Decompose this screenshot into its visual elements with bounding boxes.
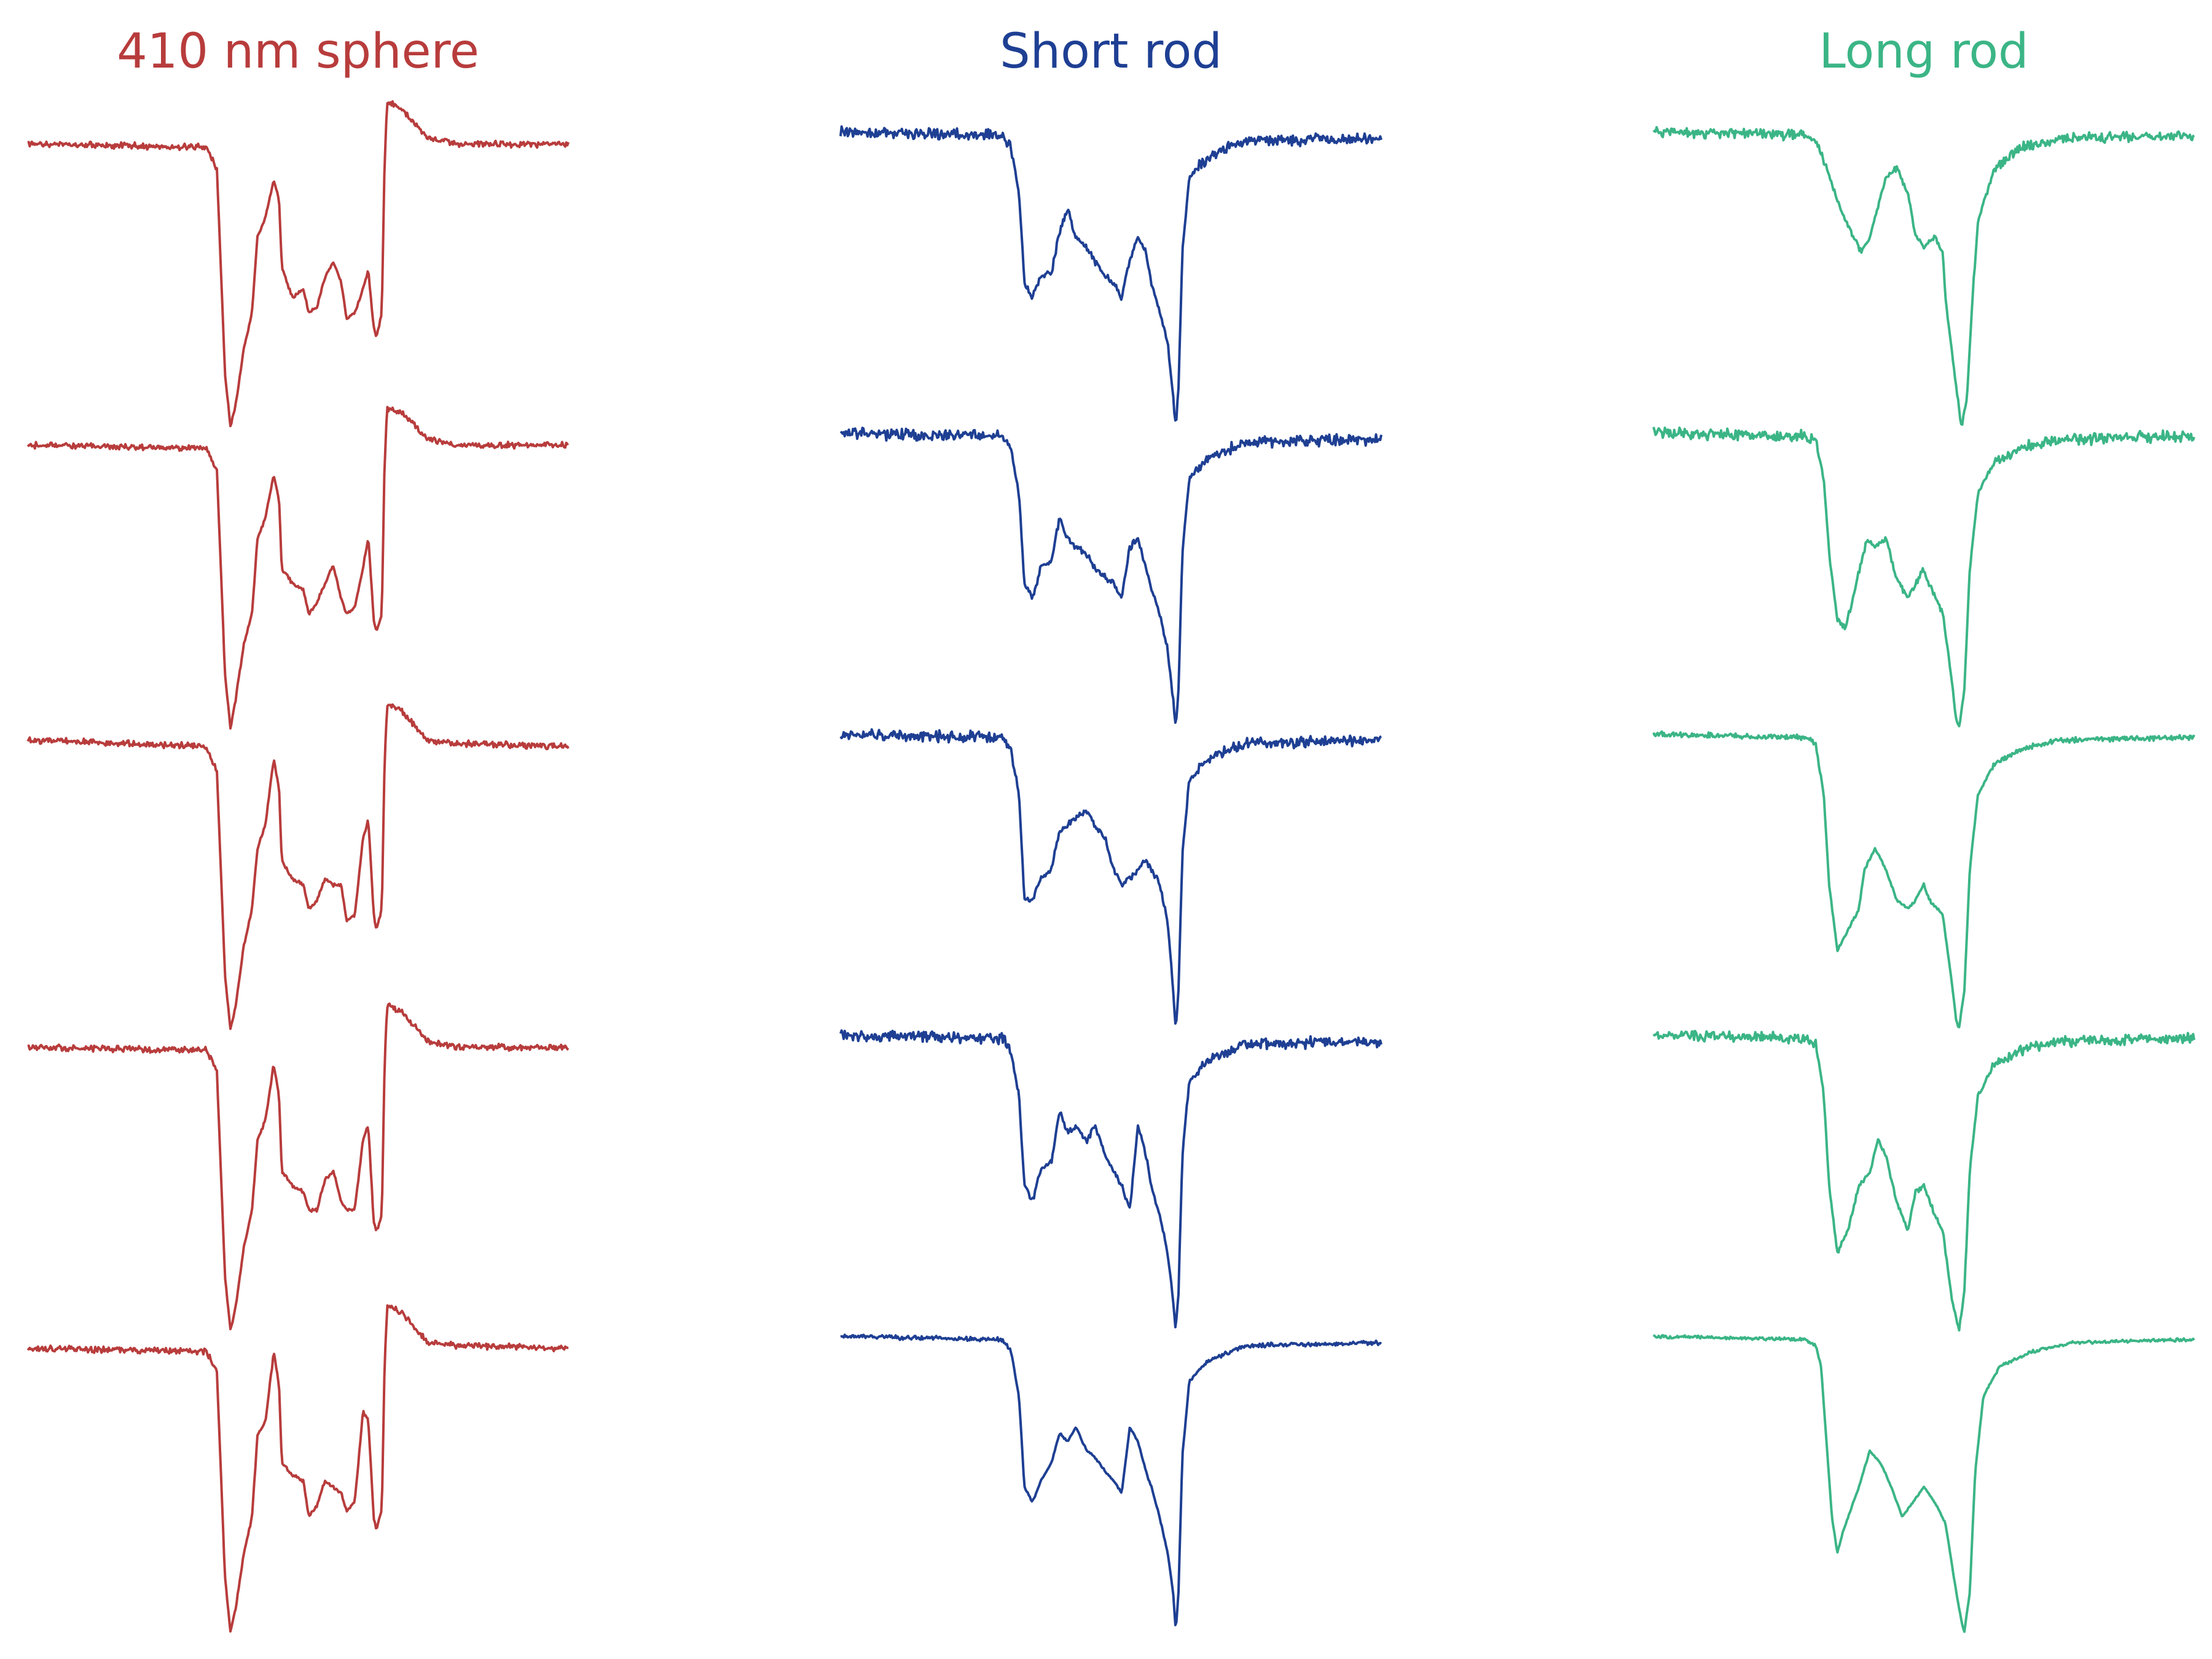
panel-title-410nm-sphere: 410 nm sphere bbox=[117, 24, 479, 79]
panel-short-rod: Short rod bbox=[839, 24, 1382, 1626]
trace-long-rod-3 bbox=[1652, 730, 2195, 1029]
trace-410-nm-sphere-4 bbox=[27, 1002, 570, 1330]
trace-short-rod-2 bbox=[839, 426, 1382, 724]
trace-short-rod-4 bbox=[839, 1029, 1382, 1328]
trace-long-rod-5 bbox=[1652, 1334, 2195, 1633]
panel-410nm-sphere: 410 nm sphere bbox=[26, 24, 570, 1633]
panel-title-long-rod: Long rod bbox=[1819, 24, 2028, 79]
trace-410-nm-sphere-1 bbox=[27, 100, 570, 428]
panel-title-short-rod: Short rod bbox=[1000, 24, 1222, 79]
trace-short-rod-5 bbox=[840, 1333, 1382, 1626]
trace-410-nm-sphere-5 bbox=[26, 1304, 569, 1633]
trace-long-rod-1 bbox=[1652, 126, 2195, 426]
trace-long-rod-4 bbox=[1652, 1030, 2195, 1332]
trace-short-rod-3 bbox=[839, 728, 1382, 1025]
trace-410-nm-sphere-3 bbox=[26, 703, 570, 1030]
trace-short-rod-1 bbox=[839, 125, 1382, 422]
trace-410-nm-sphere-2 bbox=[26, 406, 570, 730]
panel-long-rod: Long rod bbox=[1652, 24, 2195, 1633]
trace-long-rod-2 bbox=[1652, 426, 2195, 728]
